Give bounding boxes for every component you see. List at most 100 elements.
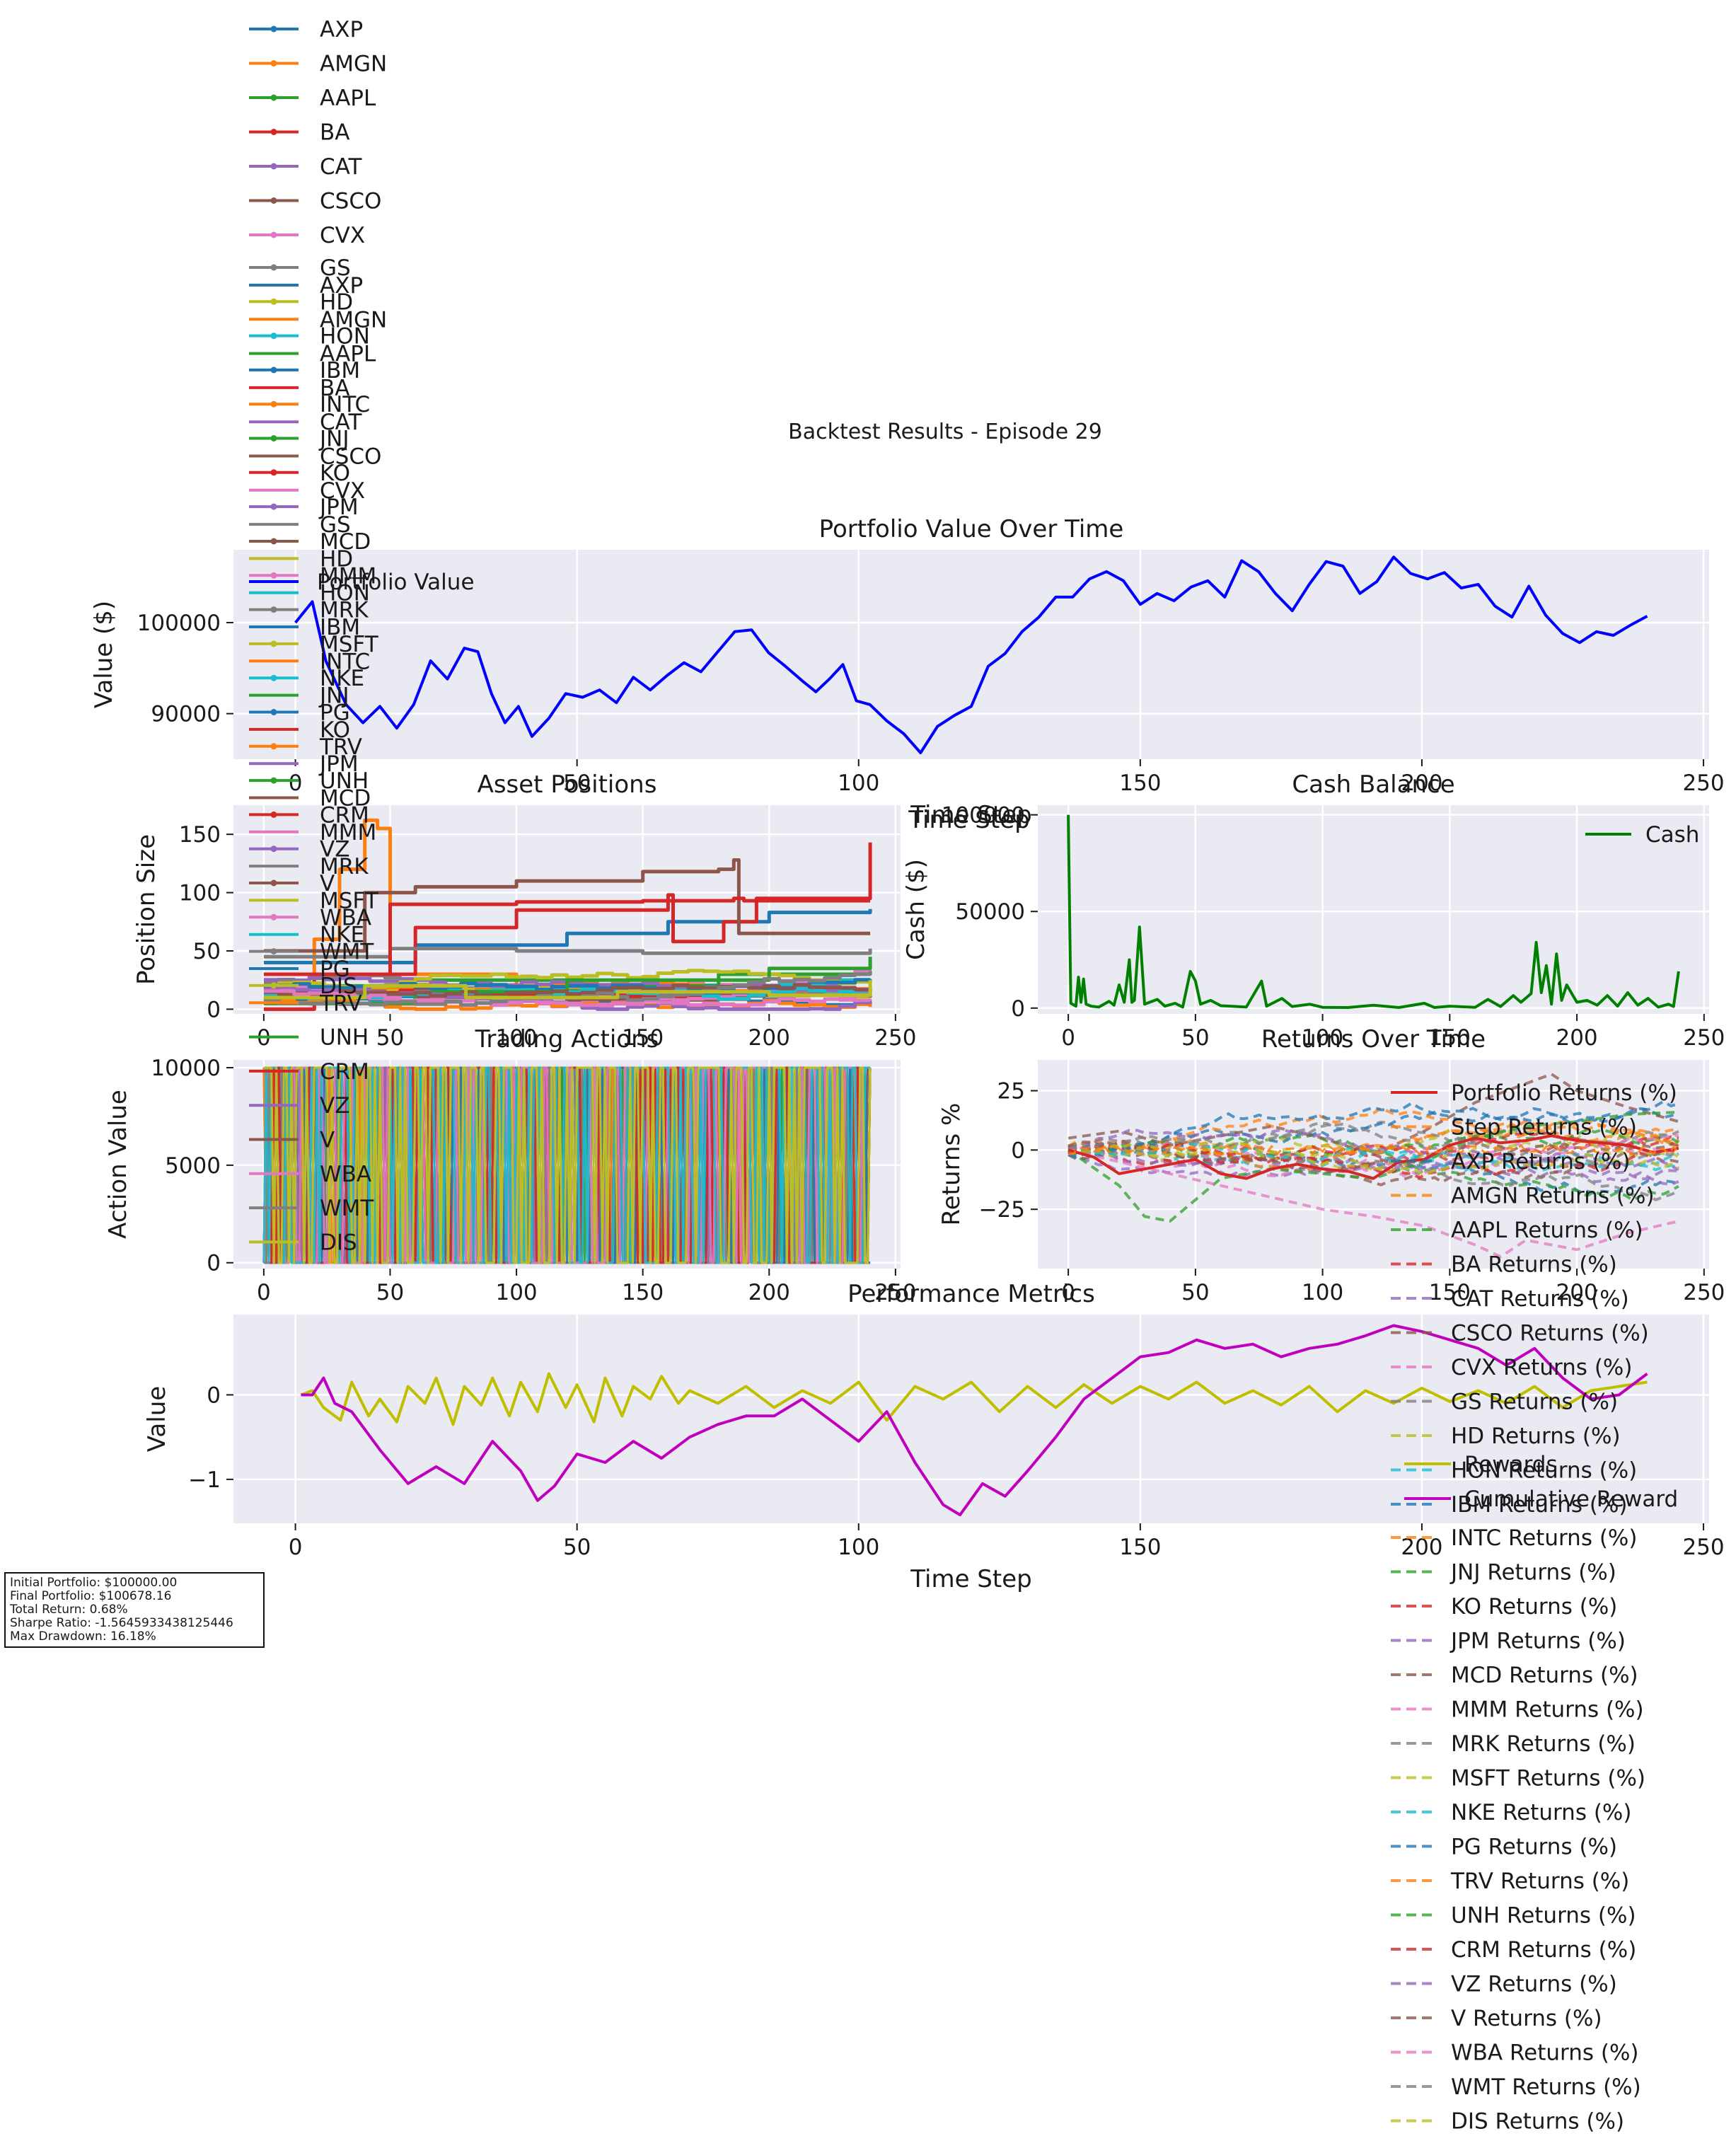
returns-line-27 <box>1067 1122 1679 1169</box>
positions-legend-label: HON <box>320 581 370 606</box>
positions-series-group <box>263 818 872 1011</box>
returns-legend-label: VZ Returns (%) <box>1451 1972 1617 1997</box>
positions-legend-label: CVX <box>320 478 365 504</box>
returns-ytick-label: −25 <box>979 1197 1025 1223</box>
positions-legend-label: CAT <box>320 154 362 180</box>
performance-xtick-label: 150 <box>1119 1535 1161 1560</box>
returns-legend-label: DIS Returns (%) <box>1451 2109 1624 2135</box>
sharpe-ratio-text: Sharpe Ratio: -1.5645933438125446 <box>10 1616 233 1630</box>
returns-legend-label: Portfolio Returns (%) <box>1451 1080 1677 1106</box>
returns-ytick-label: 25 <box>997 1079 1025 1104</box>
returns-legend-label: Step Returns (%) <box>1451 1115 1637 1141</box>
positions-legend-label: GS <box>320 255 351 281</box>
cash-xtick-label: 0 <box>1061 1025 1075 1051</box>
positions-legend-label: JNJ <box>318 427 349 452</box>
actions-xtick-label: 100 <box>495 1280 537 1305</box>
position-line-ba <box>263 842 872 1011</box>
returns-line-13 <box>1068 1131 1679 1166</box>
performance-plot-area <box>233 1315 1709 1523</box>
positions-legend-label: NKE <box>320 923 364 948</box>
positions-legend-marker <box>270 538 277 545</box>
returns-legend-label: MMM Returns (%) <box>1451 1697 1644 1723</box>
portfolio-xtick-label: 50 <box>563 770 591 796</box>
positions-legend-label: MCD <box>320 529 371 555</box>
positions-legend-marker <box>270 400 277 408</box>
performance-title: Performance Metrics <box>847 1280 1095 1308</box>
positions-legend-marker <box>270 811 277 818</box>
returns-series-group <box>1067 1073 1680 1259</box>
positions-ytick-label: 100 <box>179 881 221 906</box>
portfolio-value-line <box>294 555 1648 754</box>
actions-title: Trading Actions <box>475 1025 659 1054</box>
returns-xtick-label: 250 <box>1683 1280 1725 1305</box>
actions-series-group <box>262 1066 872 1264</box>
positions-legend-marker <box>270 572 277 579</box>
returns-xtick-label: 0 <box>1061 1280 1075 1305</box>
portfolio-xlabel: Time Step <box>910 801 1031 829</box>
cash-xtick-label: 150 <box>1429 1025 1471 1051</box>
returns-line-10 <box>1067 1107 1679 1159</box>
positions-legend-label: WMT <box>320 940 374 965</box>
returns-xtick-label: 100 <box>1302 1280 1343 1305</box>
performance-legend-label: Rewards <box>1464 1452 1558 1477</box>
positions-legend-marker <box>270 777 277 784</box>
positions-legend-label: WBA <box>320 905 371 930</box>
initial-portfolio-text: Initial Portfolio: $100000.00 <box>10 1576 178 1590</box>
positions-ytick-label: 150 <box>179 822 221 848</box>
returns-legend-label: MSFT Returns (%) <box>1451 1766 1645 1791</box>
positions-legend-label: MSFT <box>320 888 379 913</box>
portfolio-xtick-label: 100 <box>838 770 879 796</box>
positions-legend-marker <box>270 435 277 441</box>
portfolio-legend-label: Portfolio Value <box>317 570 475 595</box>
cash-xtick-label: 100 <box>1302 1025 1343 1051</box>
positions-legend-label: JPM <box>318 495 359 520</box>
returns-xtick-label: 200 <box>1556 1280 1597 1305</box>
positions-legend-marker <box>270 879 277 887</box>
rewards-line <box>300 1372 1648 1426</box>
portfolio-series-group <box>294 555 1648 754</box>
actions-xtick-label: 250 <box>874 1280 916 1305</box>
positions-legend-label: CVX <box>320 223 365 248</box>
returns-line-23 <box>1067 1139 1679 1179</box>
cash-xtick-label: 50 <box>1181 1025 1209 1051</box>
actions-ytick-label: 0 <box>207 1251 221 1276</box>
returns-legend-label: V Returns (%) <box>1451 2006 1602 2031</box>
returns-ylabel: Returns % <box>937 1103 966 1226</box>
returns-legend-label: AAPL Returns (%) <box>1451 1218 1643 1243</box>
portfolio-xtick-label: 200 <box>1401 770 1442 796</box>
portfolio-returns-line <box>1067 1134 1679 1180</box>
action-line-top <box>263 1066 872 1264</box>
returns-legend-label: GS Returns (%) <box>1451 1390 1618 1415</box>
actions-panel: 0 50 100 150 200 250 0 5000 10000 Trading Actions… <box>104 1025 916 1305</box>
returns-line-21 <box>1067 1119 1679 1174</box>
positions-legend-label: V <box>320 1128 335 1153</box>
returns-legend-label: CSCO Returns (%) <box>1451 1321 1649 1346</box>
cash-ytick-label: 0 <box>1011 996 1025 1022</box>
positions-legend-marker <box>270 60 277 67</box>
returns-legend-label: CVX Returns (%) <box>1451 1355 1632 1380</box>
positions-legend-label: GS <box>320 512 351 538</box>
positions-xtick-label: 150 <box>622 1025 664 1051</box>
positions-legend-label: HD <box>320 289 353 315</box>
positions-legend-label: INTC <box>320 649 370 674</box>
returns-line-22 <box>1067 1110 1679 1223</box>
performance-legend-label: Cumulative Reward <box>1464 1487 1678 1512</box>
positions-legend-label: UNH <box>320 1025 369 1051</box>
positions-legend-label: IBM <box>320 615 360 640</box>
returns-legend-label: MCD Returns (%) <box>1451 1663 1638 1688</box>
returns-ytick-label: 0 <box>1011 1138 1025 1163</box>
positions-legend-marker <box>270 743 277 750</box>
performance-ytick-label: 0 <box>207 1383 221 1408</box>
positions-legend-marker <box>270 503 277 510</box>
positions-legend-label: KO <box>320 461 350 486</box>
positions-xtick-label: 250 <box>874 1025 916 1051</box>
positions-legend-label: HD <box>320 546 353 572</box>
portfolio-panel: 0 50 100 150 200 250 90000 100000 Portfolio Valu… <box>90 515 1725 829</box>
returns-legend-label: JPM Returns (%) <box>1449 1629 1626 1654</box>
positions-legend-marker <box>270 197 277 204</box>
portfolio-title: Portfolio Value Over Time <box>819 515 1124 543</box>
position-line-vz <box>263 985 872 1011</box>
cash-series-group <box>1067 814 1680 1009</box>
positions-legend-label: CSCO <box>320 444 381 470</box>
actions-ytick-label: 5000 <box>165 1153 221 1179</box>
